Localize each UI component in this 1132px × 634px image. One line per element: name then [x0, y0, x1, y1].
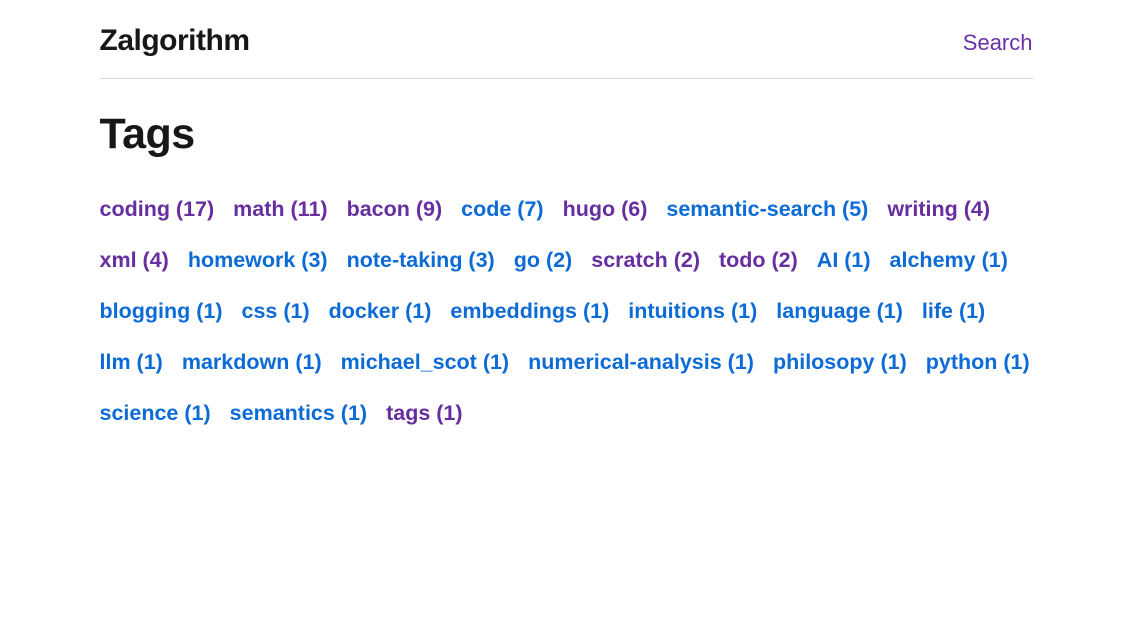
tag-link-go[interactable]: go (2): [513, 248, 573, 273]
tag-link-life[interactable]: life (1): [921, 299, 986, 324]
tag-link-python[interactable]: python (1): [925, 350, 1030, 375]
tag-link-coding[interactable]: coding (17): [99, 197, 215, 222]
site-header: Zalgorithm Search: [100, 0, 1033, 78]
tag-link-xml[interactable]: xml (4): [99, 248, 169, 273]
tag-link-note-taking[interactable]: note-taking (3): [346, 248, 495, 273]
header-divider: [99, 78, 1033, 79]
tag-link-markdown[interactable]: markdown (1): [181, 350, 322, 375]
tag-link-tags[interactable]: tags (1): [386, 401, 463, 426]
header-nav: Search: [963, 30, 1033, 56]
tag-link-bacon[interactable]: bacon (9): [346, 197, 443, 222]
tag-link-embeddings[interactable]: embeddings (1): [450, 299, 610, 324]
tag-link-science[interactable]: science (1): [99, 401, 211, 426]
tag-link-intuitions[interactable]: intuitions (1): [628, 299, 758, 324]
tag-link-hugo[interactable]: hugo (6): [562, 197, 648, 222]
tag-link-numerical-analysis[interactable]: numerical-analysis (1): [528, 350, 754, 375]
tag-link-scratch[interactable]: scratch (2): [591, 248, 700, 273]
tag-link-alchemy[interactable]: alchemy (1): [889, 248, 1008, 273]
page-title: Tags: [99, 110, 196, 158]
page-container: Zalgorithm Search Tags coding (17) math (…: [99, 0, 1033, 439]
tag-link-docker[interactable]: docker (1): [328, 299, 432, 324]
tag-link-michael_scot[interactable]: michael_scot (1): [340, 350, 510, 375]
tag-link-homework[interactable]: homework (3): [187, 248, 328, 273]
search-link[interactable]: Search: [962, 30, 1033, 55]
main-content: Tags coding (17) math (11) bacon (9) code (…: [100, 79, 1033, 439]
tag-link-semantic-search[interactable]: semantic-search (5): [666, 197, 869, 222]
tag-link-code[interactable]: code (7): [461, 197, 544, 222]
tag-link-semantics[interactable]: semantics (1): [229, 401, 368, 426]
tag-link-blogging[interactable]: blogging (1): [99, 299, 223, 324]
tag-link-writing[interactable]: writing (4): [887, 197, 991, 222]
tag-link-css[interactable]: css (1): [241, 299, 310, 324]
site-title-link[interactable]: Zalgorithm: [99, 24, 251, 57]
tag-link-todo[interactable]: todo (2): [718, 248, 798, 273]
tag-link-AI[interactable]: AI (1): [816, 248, 871, 273]
tag-link-math[interactable]: math (11): [233, 197, 328, 222]
tag-link-language[interactable]: language (1): [776, 299, 903, 324]
tag-link-llm[interactable]: llm (1): [99, 350, 163, 375]
tag-list: coding (17) math (11) bacon (9) code (7) hug…: [100, 184, 1033, 439]
tag-link-philosopy[interactable]: philosopy (1): [772, 350, 907, 375]
